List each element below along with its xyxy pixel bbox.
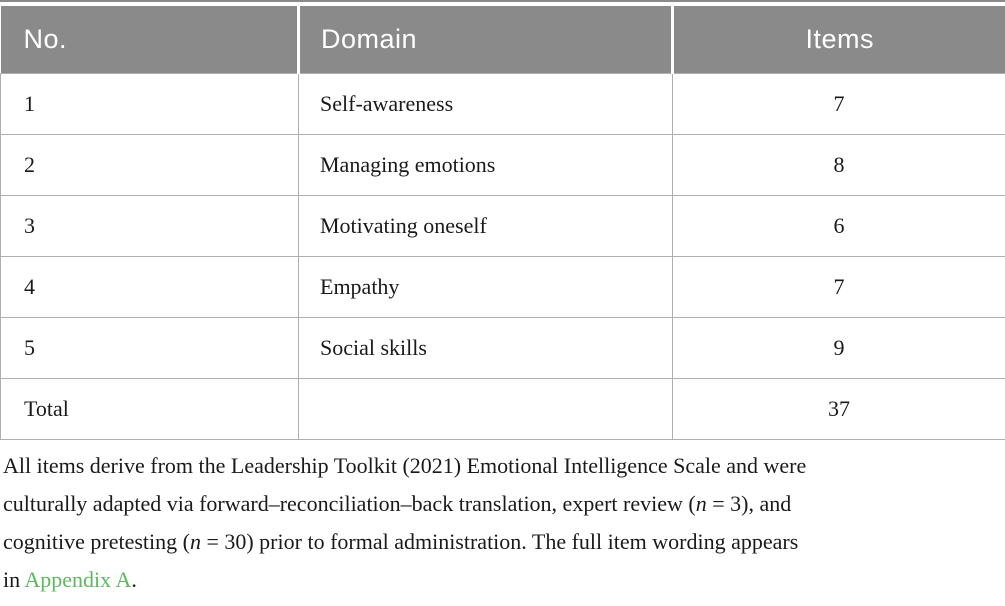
footnote-text: = 30) prior to formal administration. Th… <box>200 529 799 554</box>
footnote-italic-n: n <box>189 529 201 554</box>
column-header-domain: Domain <box>298 6 674 74</box>
table-row: 3 Motivating oneself 6 <box>0 195 1005 257</box>
cell-domain: Managing emotions <box>298 134 673 196</box>
table-row: 5 Social skills 9 <box>0 317 1005 379</box>
footnote-line: culturally adapted via forward–reconcili… <box>3 485 1003 523</box>
footnote-text: . <box>131 567 137 592</box>
footnote-text: culturally adapted via forward–reconcili… <box>3 491 696 516</box>
cell-items: 7 <box>672 73 1005 135</box>
table-row: 4 Empathy 7 <box>0 256 1005 318</box>
column-header-no: No. <box>0 6 300 74</box>
footnote-line: in Appendix A. <box>3 561 1003 599</box>
cell-domain <box>298 378 673 440</box>
footnote-text: in <box>3 567 25 592</box>
footnote-text: All items derive from the Leadership Too… <box>3 453 807 478</box>
cell-no: 5 <box>0 317 299 379</box>
appendix-a-link[interactable]: Appendix A <box>24 567 132 592</box>
cell-no: 4 <box>0 256 299 318</box>
cell-domain: Self-awareness <box>298 73 673 135</box>
cell-items: 9 <box>672 317 1005 379</box>
footnote-text: cognitive pretesting ( <box>3 529 190 554</box>
cell-no: Total <box>0 378 299 440</box>
table-header-row: No. Domain Items <box>0 6 1005 74</box>
cell-items: 37 <box>672 378 1005 440</box>
cell-no: 2 <box>0 134 299 196</box>
cell-domain: Empathy <box>298 256 673 318</box>
cell-domain: Motivating oneself <box>298 195 673 257</box>
footnote-text: = 3), and <box>706 491 792 516</box>
cell-items: 8 <box>672 134 1005 196</box>
cell-domain: Social skills <box>298 317 673 379</box>
table-top-rule <box>0 0 1005 2</box>
column-header-items: Items <box>672 6 1005 74</box>
table-row: 1 Self-awareness 7 <box>0 73 1005 135</box>
footnote-line: All items derive from the Leadership Too… <box>3 447 1003 485</box>
domains-items-table: No. Domain Items 1 Self-awareness 7 2 Managi… <box>0 6 1005 440</box>
footnote-italic-n: n <box>695 491 707 516</box>
table-row: 2 Managing emotions 8 <box>0 134 1005 196</box>
footnote-line: cognitive pretesting (n = 30) prior to f… <box>3 523 1003 561</box>
cell-items: 7 <box>672 256 1005 318</box>
cell-no: 3 <box>0 195 299 257</box>
cell-items: 6 <box>672 195 1005 257</box>
table-row: Total 37 <box>0 378 1005 440</box>
table-footnote: All items derive from the Leadership Too… <box>3 447 1003 599</box>
cell-no: 1 <box>0 73 299 135</box>
